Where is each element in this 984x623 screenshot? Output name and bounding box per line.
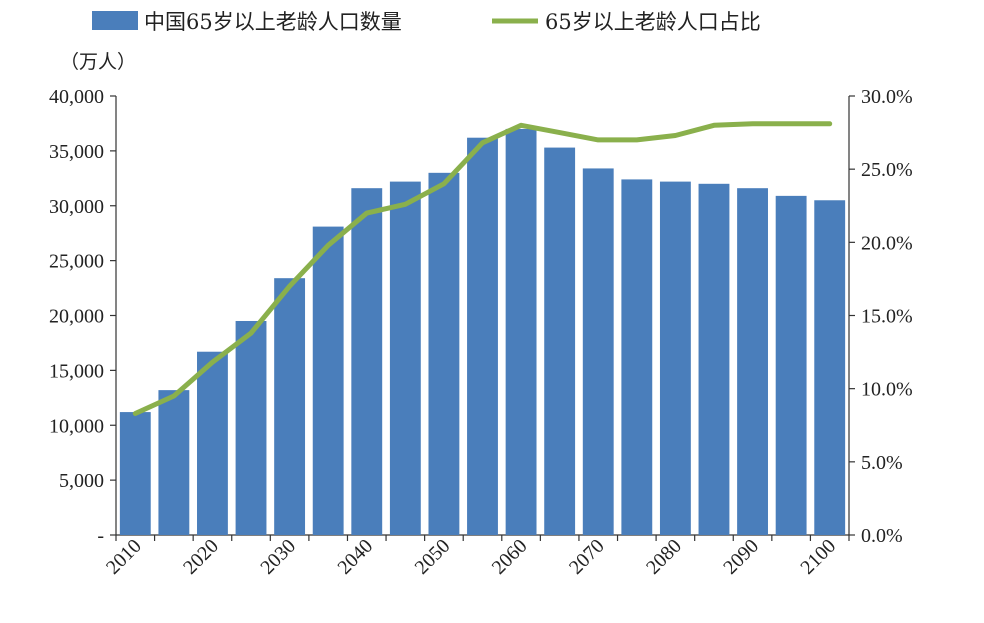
bar <box>274 278 306 535</box>
left-tick-label: 35,000 <box>49 141 104 163</box>
bar <box>428 172 460 535</box>
bar <box>737 188 768 535</box>
bar <box>698 183 730 536</box>
x-tick-label: 2030 <box>256 535 300 579</box>
x-tick-label: 2070 <box>565 535 609 579</box>
left-tick-label: 30,000 <box>49 196 104 218</box>
left-tick-label: 10,000 <box>49 415 104 437</box>
bar <box>119 412 151 535</box>
bar <box>544 147 576 535</box>
bar <box>467 137 498 535</box>
x-tick-label: 2060 <box>488 535 532 579</box>
x-tick-label: 2100 <box>796 535 840 579</box>
left-axis-ticks: - 5,000 10,000 15,000 20,000 25,000 30,000 35,0… <box>49 86 116 547</box>
bar-series <box>119 128 846 536</box>
left-tick-label: - <box>97 525 104 547</box>
bar <box>505 128 537 536</box>
bar <box>814 200 846 535</box>
right-tick-label: 15.0% <box>861 306 913 328</box>
x-tick-label: 2010 <box>102 535 146 579</box>
left-tick-label: 40,000 <box>49 86 104 108</box>
left-tick-label: 5,000 <box>59 470 104 492</box>
bar <box>775 195 807 535</box>
x-tick-label: 2080 <box>642 535 686 579</box>
bar <box>582 168 614 535</box>
right-tick-label: 0.0% <box>861 525 903 547</box>
right-axis-ticks: 0.0% 5.0% 10.0% 15.0% 20.0% 25.0% 30.0% <box>849 86 913 547</box>
right-tick-label: 30.0% <box>861 86 913 108</box>
share-line <box>132 121 833 416</box>
legend-bar-swatch <box>92 11 138 30</box>
bar <box>235 320 267 535</box>
bar <box>158 390 190 535</box>
bar <box>351 188 383 535</box>
line-series <box>132 121 833 416</box>
bar <box>659 181 691 536</box>
x-axis-ticks: 2010 2020 2030 2040 2050 2060 2070 2080 2090 2100 <box>102 535 850 579</box>
right-tick-label: 25.0% <box>861 159 913 181</box>
left-tick-label: 15,000 <box>49 360 104 382</box>
x-tick-label: 2050 <box>411 535 455 579</box>
bar <box>621 179 653 535</box>
left-tick-label: 25,000 <box>49 251 104 273</box>
bar <box>312 226 344 536</box>
right-tick-label: 20.0% <box>861 232 913 254</box>
x-tick-label: 2040 <box>333 535 377 579</box>
legend-bar-label: 中国65岁以上老龄人口数量 <box>144 10 402 34</box>
left-axis-unit: （万人） <box>60 51 136 73</box>
bar <box>389 181 421 536</box>
x-tick-label: 2090 <box>719 535 763 579</box>
legend: 中国65岁以上老龄人口数量 65岁以上老龄人口占比 <box>92 10 761 34</box>
right-tick-label: 10.0% <box>861 379 913 401</box>
legend-line-label: 65岁以上老龄人口占比 <box>545 10 761 34</box>
right-tick-label: 5.0% <box>861 452 903 474</box>
left-tick-label: 20,000 <box>49 306 104 328</box>
bar <box>197 351 228 535</box>
x-tick-label: 2020 <box>179 535 223 579</box>
